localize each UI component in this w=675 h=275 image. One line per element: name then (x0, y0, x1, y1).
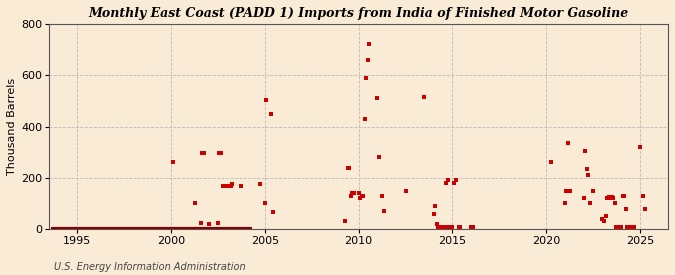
Point (217, 183, 228, 188)
Text: U.S. Energy Information Administration: U.S. Energy Information Administration (54, 262, 246, 272)
Y-axis label: Thousand Barrels: Thousand Barrels (7, 78, 17, 175)
Point (362, 57, 373, 62)
Point (603, 195, 614, 199)
Point (599, 219, 610, 224)
Point (634, 145, 645, 149)
Point (628, 224, 639, 229)
Point (442, 178, 453, 183)
Point (358, 194, 369, 198)
Point (364, 42, 375, 46)
Point (433, 224, 443, 229)
Point (585, 201, 595, 206)
Point (346, 194, 356, 198)
Point (443, 224, 454, 229)
Point (561, 188, 572, 193)
Point (608, 196, 619, 200)
Point (372, 96, 383, 100)
Point (613, 224, 624, 229)
Point (400, 188, 411, 193)
Point (419, 95, 430, 99)
Point (189, 201, 200, 206)
Point (441, 181, 452, 185)
Point (622, 224, 632, 229)
Point (344, 165, 354, 170)
Point (167, 160, 178, 165)
Point (619, 194, 630, 198)
Point (203, 222, 214, 226)
Point (467, 224, 478, 229)
Point (450, 178, 461, 183)
Point (214, 151, 225, 156)
Point (625, 224, 636, 229)
Point (580, 149, 591, 153)
Point (466, 224, 477, 229)
Point (355, 196, 366, 200)
Point (216, 151, 227, 156)
Point (545, 160, 556, 165)
Point (600, 214, 611, 218)
Point (261, 97, 272, 102)
Point (197, 151, 208, 156)
Point (588, 188, 599, 193)
Point (447, 224, 458, 229)
Point (638, 194, 649, 198)
Point (266, 111, 277, 116)
Point (347, 191, 358, 196)
Point (605, 196, 616, 200)
Point (259, 201, 270, 206)
Point (361, 76, 372, 80)
Point (639, 207, 650, 211)
Point (448, 181, 459, 185)
Point (267, 210, 278, 214)
Point (578, 196, 589, 200)
Point (616, 224, 626, 229)
Point (348, 191, 359, 196)
Point (610, 201, 620, 206)
Point (428, 211, 439, 216)
Point (581, 167, 592, 171)
Point (359, 117, 370, 121)
Point (236, 183, 247, 188)
Point (563, 141, 574, 145)
Point (606, 195, 617, 199)
Point (198, 151, 209, 156)
Point (455, 224, 466, 229)
Point (342, 165, 353, 170)
Point (624, 224, 634, 229)
Point (601, 196, 612, 200)
Point (439, 224, 450, 229)
Point (617, 194, 628, 198)
Point (453, 224, 464, 229)
Point (560, 201, 570, 206)
Point (227, 182, 238, 186)
Point (431, 222, 442, 226)
Point (213, 221, 223, 225)
Point (435, 224, 446, 229)
Point (377, 194, 387, 198)
Point (378, 209, 389, 213)
Point (353, 191, 364, 196)
Point (583, 173, 594, 177)
Point (597, 217, 608, 221)
Point (356, 194, 367, 198)
Point (254, 182, 265, 186)
Point (222, 183, 233, 188)
Point (564, 188, 575, 193)
Point (225, 183, 236, 188)
Point (339, 219, 350, 224)
Point (436, 224, 447, 229)
Point (620, 207, 631, 211)
Point (611, 224, 622, 229)
Title: Monthly East Coast (PADD 1) Imports from India of Finished Motor Gasoline: Monthly East Coast (PADD 1) Imports from… (88, 7, 628, 20)
Point (373, 155, 384, 160)
Point (430, 204, 441, 208)
Point (195, 221, 206, 225)
Point (437, 224, 448, 229)
